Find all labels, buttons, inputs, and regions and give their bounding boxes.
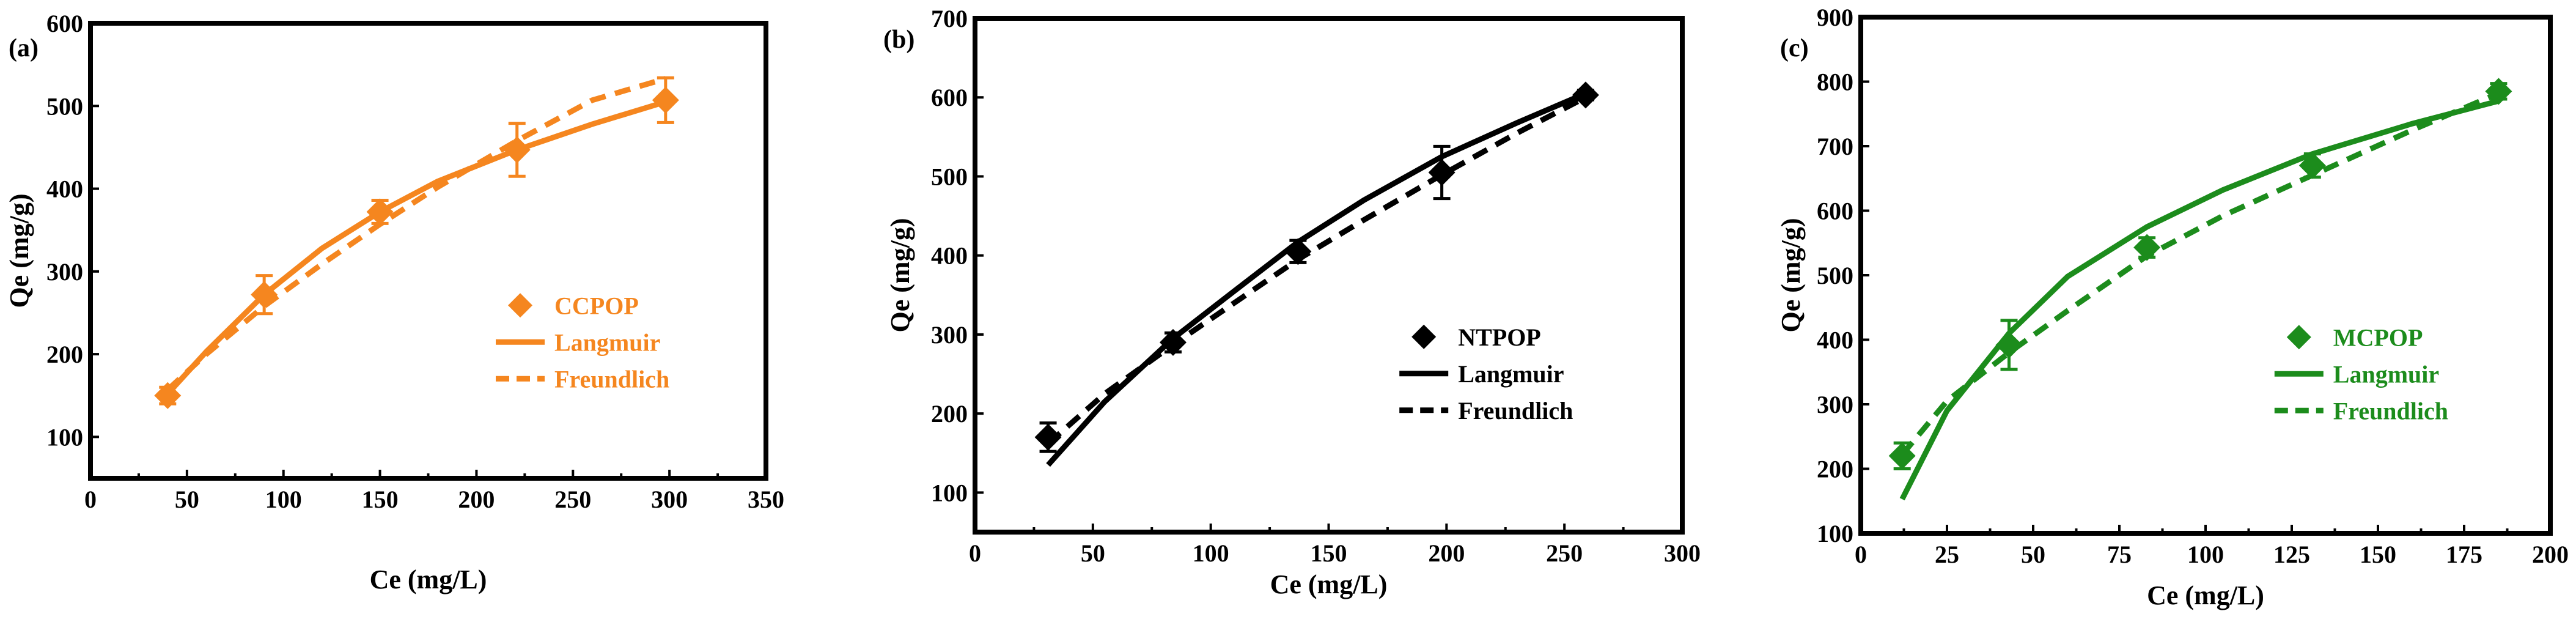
y-tick-label: 200 bbox=[931, 400, 968, 428]
y-tick-label: 700 bbox=[931, 5, 968, 32]
x-tick-label: 175 bbox=[2446, 541, 2482, 568]
legend-label-freundlich: Freundlich bbox=[2333, 397, 2448, 424]
y-tick-label: 800 bbox=[1817, 68, 1853, 96]
y-tick-label: 500 bbox=[931, 163, 968, 190]
data-point bbox=[366, 198, 394, 226]
x-tick-label: 75 bbox=[2107, 541, 2132, 568]
data-point bbox=[1034, 423, 1062, 451]
legend: CCPOP Langmuir Freundlich bbox=[496, 292, 669, 393]
legend-label-langmuir: Langmuir bbox=[1458, 360, 1564, 388]
legend-label-langmuir: Langmuir bbox=[554, 328, 660, 356]
x-tick-label: 50 bbox=[1081, 539, 1105, 567]
y-tick-label: 100 bbox=[931, 479, 968, 506]
legend-label-points: CCPOP bbox=[554, 292, 639, 319]
x-axis-title: Ce (mg/L) bbox=[370, 565, 487, 594]
y-tick-label: 300 bbox=[931, 321, 968, 349]
data-point bbox=[251, 281, 278, 308]
x-tick-label: 150 bbox=[1311, 539, 1347, 567]
legend-marker bbox=[1411, 324, 1437, 349]
y-tick-label: 700 bbox=[1817, 133, 1853, 160]
x-tick-label: 100 bbox=[1193, 539, 1229, 567]
x-tick-label: 50 bbox=[175, 486, 199, 513]
data-point bbox=[2298, 152, 2326, 179]
panel-2: (b) 0 50 100 150 200 250 300 100 200 300 400 500 600 7… bbox=[883, 5, 1701, 599]
y-tick-label: 600 bbox=[1817, 198, 1853, 225]
legend-marker bbox=[2286, 325, 2311, 350]
data-point bbox=[1428, 159, 1455, 186]
y-tick-label: 600 bbox=[931, 84, 968, 111]
data-point bbox=[1159, 328, 1187, 356]
x-tick-label: 0 bbox=[969, 539, 981, 567]
panel-label: (b) bbox=[883, 26, 914, 54]
x-axis-title: Ce (mg/L) bbox=[1270, 569, 1388, 599]
y-tick-label: 200 bbox=[1817, 456, 1853, 483]
x-tick-label: 200 bbox=[1428, 539, 1465, 567]
x-tick-label: 25 bbox=[1935, 541, 1959, 568]
x-tick-label: 300 bbox=[651, 486, 688, 513]
langmuir-fit-line bbox=[1899, 98, 2500, 501]
x-axis-title: Ce (mg/L) bbox=[2147, 580, 2264, 610]
x-tick-label: 350 bbox=[748, 486, 784, 513]
data-point bbox=[1995, 331, 2023, 358]
legend: NTPOP Langmuir Freundlich bbox=[1399, 324, 1573, 424]
x-tick-label: 0 bbox=[84, 486, 97, 513]
x-tick-label: 200 bbox=[2532, 541, 2569, 568]
x-tick-label: 150 bbox=[2360, 541, 2396, 568]
data-point bbox=[154, 382, 182, 409]
y-axis-title: Qe (mg/g) bbox=[885, 218, 915, 333]
y-tick-label: 900 bbox=[1817, 4, 1853, 31]
panel-3: (c) 0 25 50 75 100 125 150 175 200 100 200 300 400 500… bbox=[1776, 4, 2569, 610]
data-point bbox=[652, 86, 679, 114]
legend-marker bbox=[508, 293, 532, 318]
x-tick-label: 100 bbox=[265, 486, 302, 513]
x-tick-label: 250 bbox=[1546, 539, 1583, 567]
x-tick-label: 250 bbox=[554, 486, 591, 513]
data-point bbox=[2133, 234, 2161, 261]
y-tick-label: 300 bbox=[46, 258, 83, 286]
data-point bbox=[503, 136, 531, 163]
x-tick-label: 150 bbox=[362, 486, 399, 513]
data-point bbox=[2485, 78, 2512, 105]
x-tick-label: 125 bbox=[2273, 541, 2310, 568]
y-tick-label: 100 bbox=[1817, 520, 1853, 547]
legend: MCPOP Langmuir Freundlich bbox=[2274, 324, 2448, 424]
legend-label-freundlich: Freundlich bbox=[554, 365, 669, 393]
legend-label-freundlich: Freundlich bbox=[1458, 397, 1573, 424]
x-tick-label: 100 bbox=[2187, 541, 2224, 568]
panel-label: (c) bbox=[1780, 34, 1809, 62]
panel-label: (a) bbox=[9, 34, 39, 62]
data-point bbox=[1284, 238, 1312, 265]
y-tick-label: 500 bbox=[46, 92, 83, 120]
plot-frame bbox=[1858, 15, 2553, 536]
y-axis-title: Qe (mg/g) bbox=[1776, 218, 1806, 333]
data-point bbox=[1888, 442, 1916, 470]
x-tick-label: 0 bbox=[1855, 541, 1867, 568]
x-tick-label: 200 bbox=[458, 486, 495, 513]
x-tick-label: 300 bbox=[1664, 539, 1701, 567]
y-axis-title: Qe (mg/g) bbox=[4, 194, 34, 308]
y-tick-label: 500 bbox=[1817, 262, 1853, 289]
y-tick-label: 400 bbox=[1817, 327, 1853, 354]
y-tick-label: 400 bbox=[46, 176, 83, 203]
legend-label-points: NTPOP bbox=[1458, 324, 1541, 351]
y-tick-label: 300 bbox=[1817, 391, 1853, 418]
y-tick-label: 200 bbox=[46, 341, 83, 368]
data-point bbox=[1572, 81, 1599, 109]
y-tick-label: 600 bbox=[46, 10, 83, 37]
legend-label-langmuir: Langmuir bbox=[2333, 360, 2439, 388]
freundlich-fit-line bbox=[1046, 95, 1587, 446]
y-tick-label: 400 bbox=[931, 242, 968, 270]
x-tick-label: 50 bbox=[2021, 541, 2045, 568]
y-tick-label: 100 bbox=[46, 423, 83, 451]
legend-label-points: MCPOP bbox=[2333, 324, 2423, 351]
panel-1: (a) 0 50 100 150 200 250 300 350 100 200 300 400 500 6… bbox=[4, 10, 784, 594]
